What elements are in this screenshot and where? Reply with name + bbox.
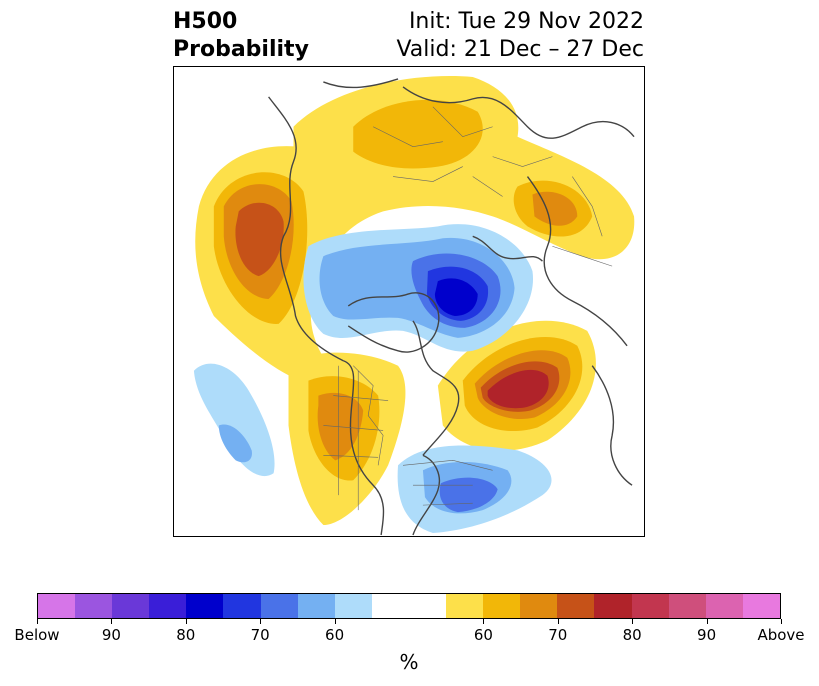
coastlines [268,78,635,536]
colorbar-tick [483,619,485,624]
colorbar-tick [706,619,708,624]
colorbar-segment [408,594,447,618]
title-line-variable: H500 [173,9,238,34]
init-date-text: Init: Tue 29 Nov 2022 [408,9,644,34]
colorbar-segment [223,594,261,618]
colorbar-tick [557,619,559,624]
colorbar-segment [260,594,298,618]
colorbar-tick-label: 70 [548,626,568,644]
colorbar-segment [297,594,335,618]
colorbar-segment [705,594,743,618]
colorbar-segment [38,594,76,618]
colorbar-tick-label: 60 [473,626,493,644]
colorbar-tick [260,619,262,624]
colorbar [37,593,781,619]
colorbar-segment [594,594,632,618]
anomaly-above-europe-core [532,191,578,226]
colorbar-segment [742,594,780,618]
probability-map [173,66,645,537]
colorbar-segment [112,594,150,618]
colorbar-segment [520,594,558,618]
anomaly-below-pacific-outer [193,363,275,477]
valid-range-text: Valid: 21 Dec – 27 Dec [396,37,644,62]
political-boundaries [323,106,613,511]
map-dates: Init: Tue 29 Nov 2022 Valid: 21 Dec – 27… [396,8,644,64]
colorbar-segment [186,594,224,618]
colorbar-segment [149,594,187,618]
colorbar-tick-label: 70 [250,626,270,644]
anomaly-above-siberia-inner [353,99,483,169]
colorbar-segment [631,594,669,618]
colorbar-tick-label: Below [14,626,60,644]
anomaly-above-pacific-core [235,202,284,277]
colorbar-tick [334,619,336,624]
colorbar-tick [632,619,634,624]
anomaly-above-atlantic-core [487,369,549,409]
colorbar-unit-label: % [399,650,419,674]
title-line-type: Probability [173,37,309,62]
colorbar-segment [75,594,113,618]
colorbar-tick-label: 80 [622,626,642,644]
colorbar-tick [185,619,187,624]
map-canvas [174,67,644,536]
colorbar-tick-label: Above [757,626,805,644]
colorbar-tick [37,619,38,624]
anomaly-below-arctic-core [434,278,478,316]
colorbar-segment [668,594,706,618]
anomaly-below-pacific-core [218,424,252,463]
colorbar-segment [483,594,521,618]
anomaly-below-eastus-core [439,477,498,513]
colorbar-tick [781,619,782,624]
colorbar-tick-label: 90 [697,626,717,644]
colorbar-tick [111,619,113,624]
colorbar-segment [557,594,595,618]
map-title: H500 Probability [173,8,309,64]
colorbar-segment [446,594,484,618]
colorbar-segment [334,594,372,618]
colorbar-segment [371,594,409,618]
colorbar-tick-label: 80 [176,626,196,644]
colorbar-tick-label: 90 [101,626,121,644]
colorbar-tick-label: 60 [325,626,345,644]
